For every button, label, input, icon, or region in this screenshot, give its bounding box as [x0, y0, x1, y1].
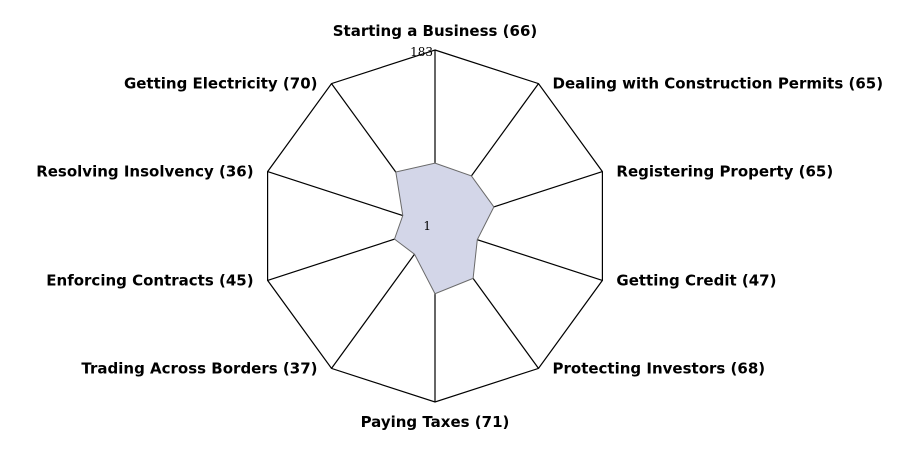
category-label-enforcing-contracts: Enforcing Contracts (45) [46, 271, 253, 289]
scale-min-label: 1 [423, 219, 431, 233]
category-label-protecting-investors: Protecting Investors (68) [553, 359, 766, 377]
category-label-getting-electricity: Getting Electricity (70) [124, 75, 318, 93]
category-label-trading-across-borders: Trading Across Borders (37) [81, 359, 317, 377]
data-area [393, 162, 495, 295]
category-label-starting-a-business: Starting a Business (66) [333, 22, 538, 40]
category-label-dealing-with-construction-permits: Dealing with Construction Permits (65) [553, 75, 884, 93]
category-label-paying-taxes: Paying Taxes (71) [361, 413, 510, 431]
category-label-registering-property: Registering Property (65) [616, 163, 833, 181]
category-labels: Starting a Business (66) Dealing with Con… [36, 22, 883, 431]
scale-max-label: 183 [410, 45, 433, 59]
category-label-resolving-insolvency: Resolving Insolvency (36) [36, 163, 253, 181]
category-label-getting-credit: Getting Credit (47) [616, 271, 776, 289]
